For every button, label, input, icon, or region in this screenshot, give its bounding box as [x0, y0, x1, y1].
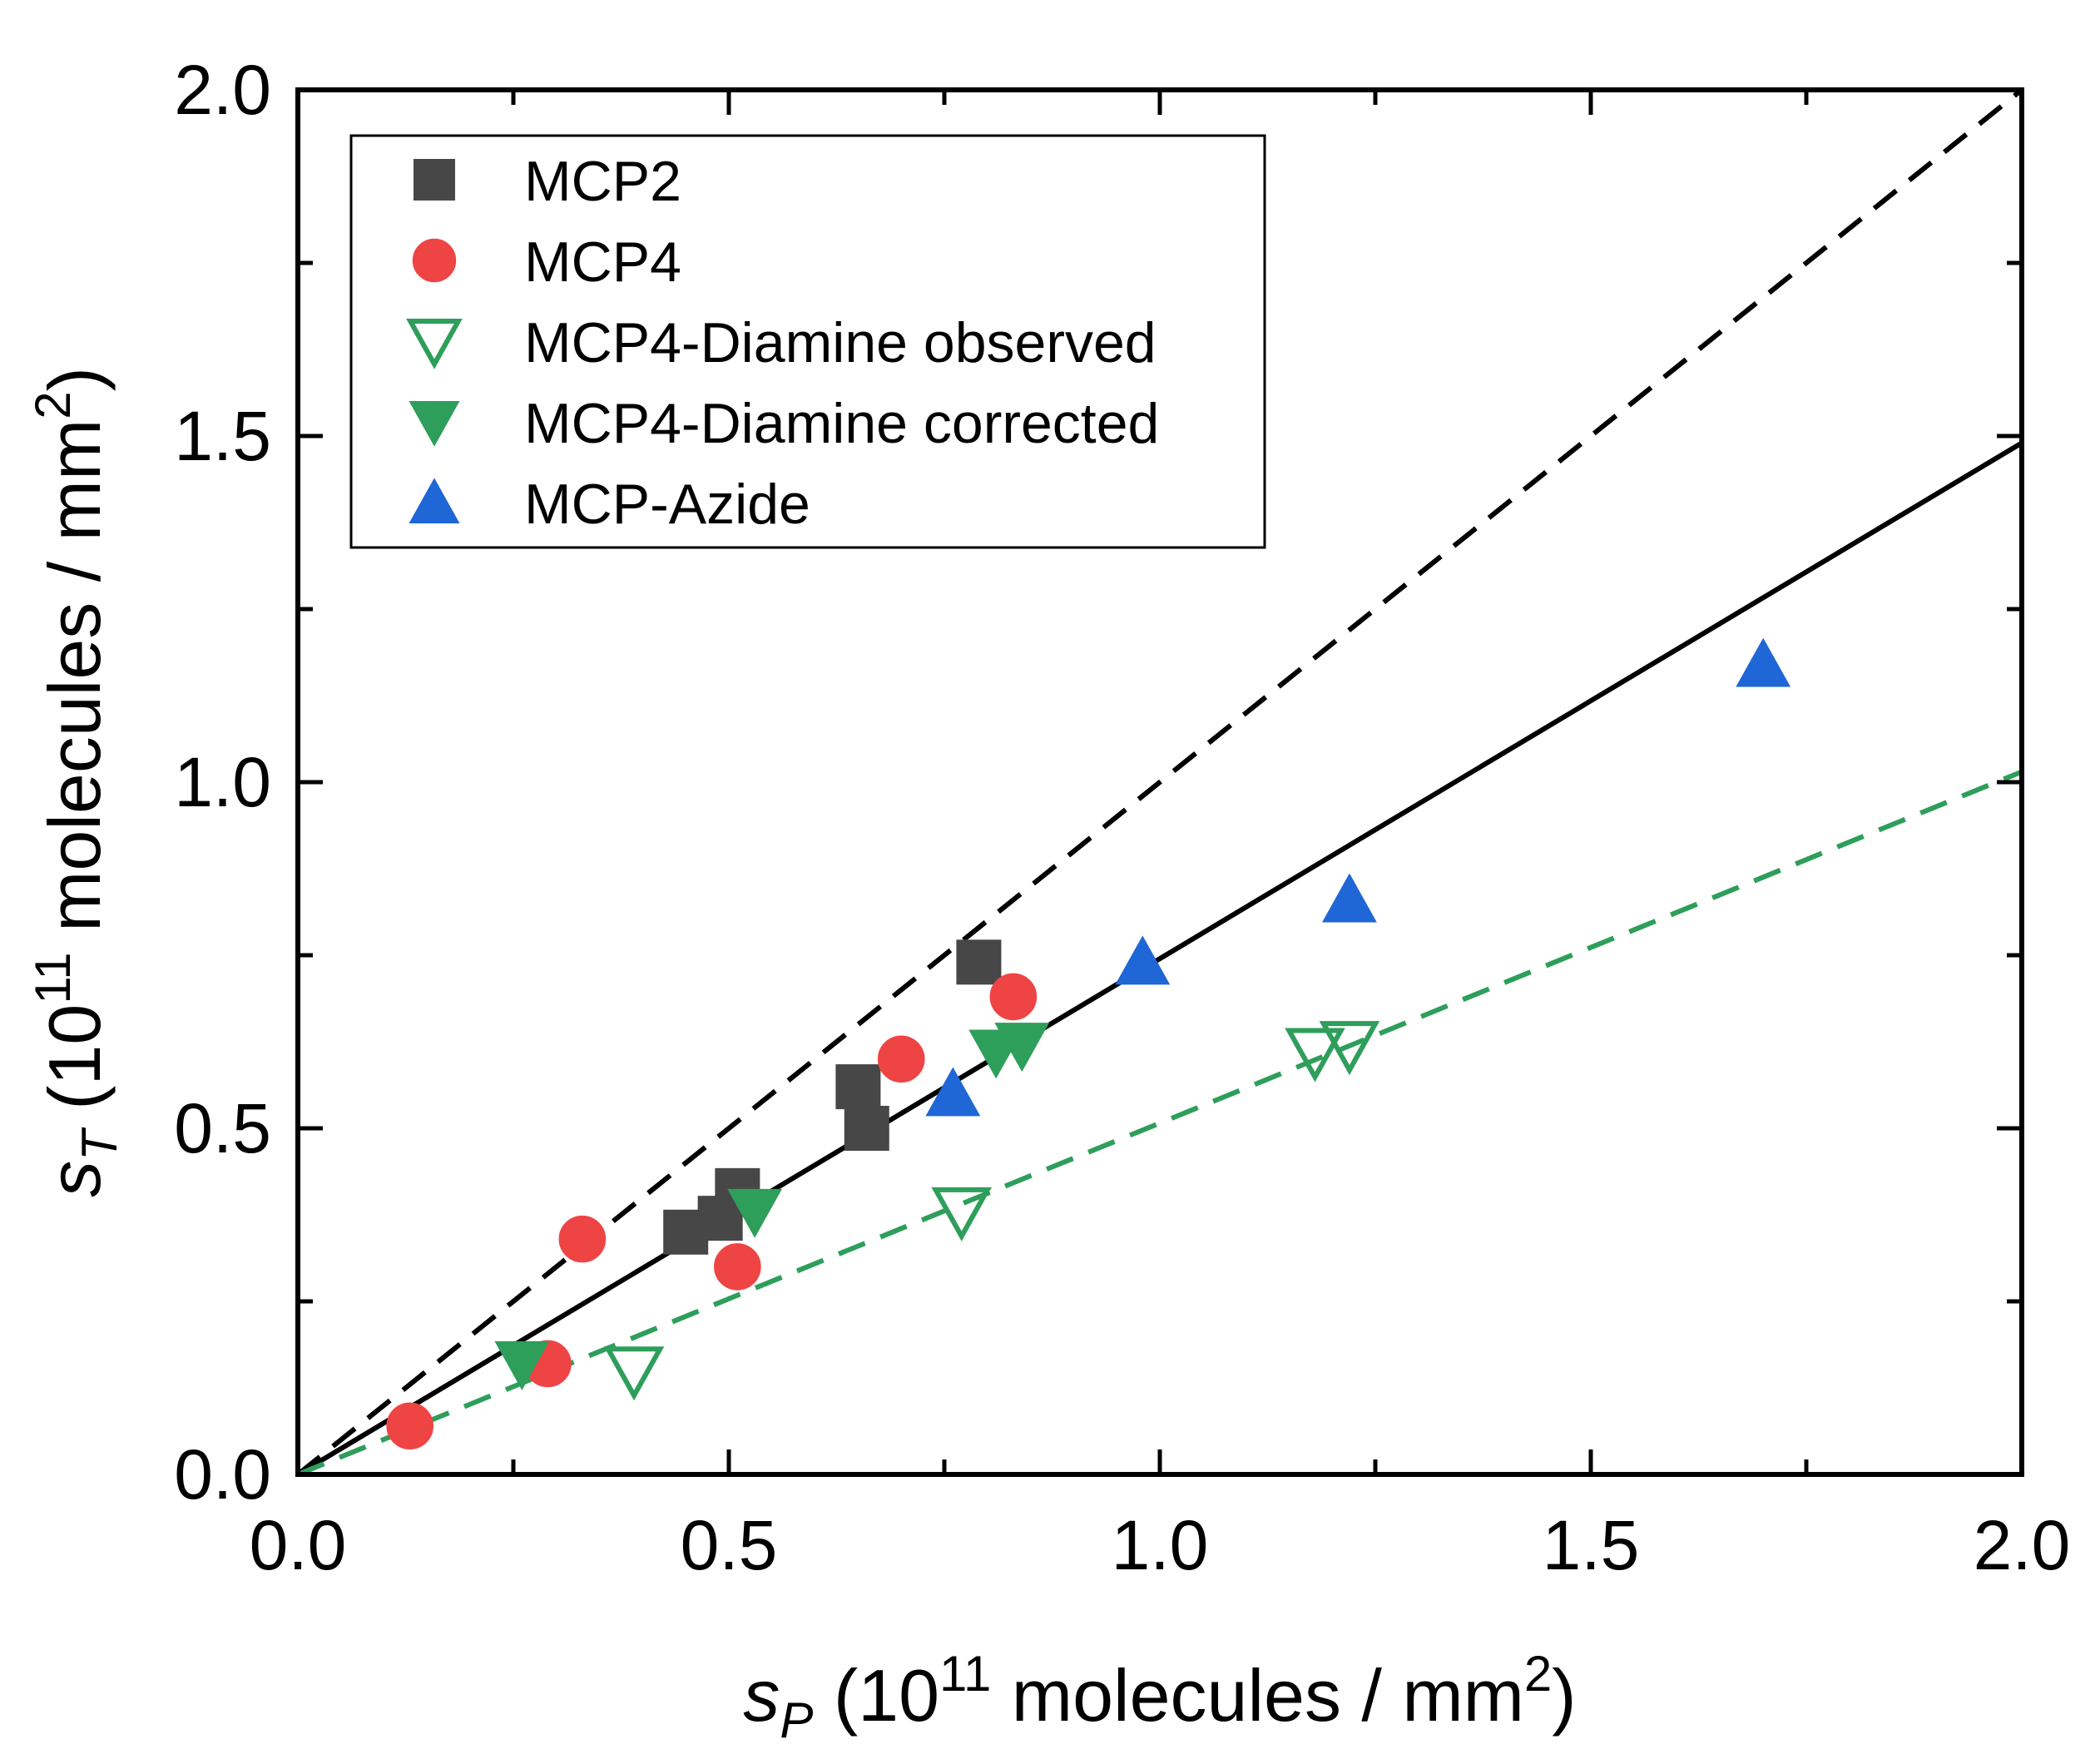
legend-label-mcp4: MCP4 [524, 230, 681, 294]
point-mcp4-diamine-corrected [727, 1188, 782, 1238]
point-mcp4-diamine-observed [603, 1346, 665, 1401]
line-diamine-fit [298, 769, 2022, 1474]
y-tick-labels: 0.0 0.5 1.0 1.5 2.0 [174, 51, 271, 1514]
x-tick-label: 1.5 [1543, 1506, 1640, 1584]
point-mcp4 [714, 1243, 761, 1291]
point-mcp2 [956, 939, 1002, 985]
x-tick-label: 2.0 [1974, 1506, 2071, 1584]
point-mcp4-diamine-observed [931, 1187, 993, 1241]
x-tick-label: 0.0 [250, 1506, 347, 1584]
point-mcp4 [558, 1215, 607, 1263]
legend-label-mcp2: MCP2 [524, 150, 681, 213]
y-tick-label: 1.0 [174, 743, 271, 821]
point-mcp4 [877, 1035, 925, 1083]
point-mcp4-diamine-corrected [494, 1340, 550, 1390]
point-mcp-azide [1322, 873, 1377, 923]
point-mcp4 [386, 1402, 433, 1450]
x-axis-title: sP (1011 molecules / mm2) [743, 1646, 1576, 1748]
x-tick-labels: 0.0 0.5 1.0 1.5 2.0 [250, 1506, 2071, 1584]
point-mcp4-diamine-corrected [994, 1023, 1050, 1073]
x-tick-label: 1.0 [1112, 1506, 1209, 1584]
legend-marker-mcp-azide [409, 478, 460, 523]
legend-marker-mcp4-diamine-corrected [409, 401, 460, 447]
point-mcp-azide [925, 1067, 981, 1117]
y-tick-label: 0.5 [174, 1089, 271, 1167]
point-mcp4 [989, 973, 1038, 1021]
y-tick-label: 2.0 [174, 51, 271, 129]
y-axis-title: sT (1011 molecules / mm2) [25, 367, 127, 1197]
point-mcp2 [844, 1106, 889, 1151]
legend-box [349, 134, 1266, 549]
point-mcp4-diamine-observed [1319, 1021, 1380, 1076]
y-tick-label: 0.0 [174, 1435, 271, 1514]
point-mcp-azide [1736, 637, 1791, 687]
line-fit [298, 440, 2022, 1474]
x-tick-label: 0.5 [681, 1506, 778, 1584]
legend-label-diamine-observed: MCP4-Diamine observed [524, 311, 1156, 374]
y-tick-label: 1.5 [174, 397, 271, 475]
legend-label-mcp-azide: MCP-Azide [524, 473, 810, 536]
point-mcp-azide [1115, 935, 1171, 985]
legend: MCP2 MCP4 MCP4-Diamine observed MCP4-Dia… [349, 134, 1266, 549]
legend-marker-mcp4 [412, 238, 457, 283]
point-mcp4-diamine-observed [1285, 1028, 1345, 1083]
legend-marker-mcp4-diamine-observed [406, 319, 463, 369]
legend-label-diamine-corrected: MCP4-Diamine corrected [524, 392, 1159, 455]
point-mcp2 [835, 1064, 881, 1110]
legend-marker-mcp2 [414, 159, 455, 201]
